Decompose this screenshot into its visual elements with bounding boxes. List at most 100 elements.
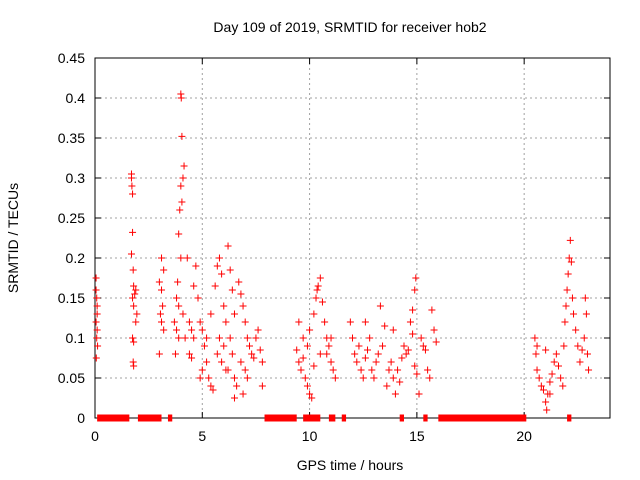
data-point [177, 254, 185, 262]
data-point [537, 382, 545, 390]
data-point [316, 274, 324, 282]
data-point [207, 382, 215, 390]
data-point [582, 310, 590, 318]
data-point [583, 350, 591, 358]
data-point [173, 326, 181, 334]
data-point [353, 358, 361, 366]
data-point [415, 390, 423, 398]
data-point [220, 342, 228, 350]
data-point [250, 354, 258, 362]
data-point [366, 334, 374, 342]
data-point [190, 282, 198, 290]
zero-value-run [167, 414, 173, 422]
data-point [308, 394, 316, 402]
data-point [318, 298, 326, 306]
data-point [542, 346, 550, 354]
data-point [181, 334, 189, 342]
data-point [158, 254, 166, 262]
data-point [211, 282, 219, 290]
data-point [130, 282, 138, 290]
data-point [92, 286, 100, 294]
data-point [313, 286, 321, 294]
data-point [173, 294, 181, 302]
x-tick-label: 20 [516, 428, 532, 444]
data-point [424, 366, 432, 374]
data-point [542, 398, 550, 406]
data-point [175, 334, 183, 342]
data-point [178, 132, 186, 140]
data-point [93, 334, 101, 342]
data-point [183, 254, 191, 262]
data-point [158, 286, 166, 294]
data-point [243, 374, 251, 382]
y-tick-label: 0.25 [58, 210, 85, 226]
data-point [355, 342, 363, 350]
data-point [241, 366, 249, 374]
data-point [93, 294, 101, 302]
data-point [368, 366, 376, 374]
data-point [379, 342, 387, 350]
data-point [170, 318, 178, 326]
data-point [171, 350, 179, 358]
data-point [175, 230, 183, 238]
data-point [158, 318, 166, 326]
data-point [299, 334, 307, 342]
data-point [218, 270, 226, 278]
y-tick-label: 0.4 [66, 90, 86, 106]
y-tick-label: 0.15 [58, 290, 85, 306]
data-point [230, 394, 238, 402]
data-point [237, 290, 245, 298]
y-tick-label: 0.35 [58, 130, 85, 146]
data-point [580, 334, 588, 342]
data-point [188, 326, 196, 334]
data-point [306, 390, 314, 398]
data-point [295, 318, 303, 326]
data-point [310, 362, 318, 370]
data-point [160, 266, 168, 274]
data-point [230, 374, 238, 382]
data-point [226, 334, 234, 342]
data-point [129, 334, 137, 342]
data-point [215, 254, 223, 262]
data-point [93, 310, 101, 318]
x-tick-label: 10 [302, 428, 318, 444]
data-point [179, 310, 187, 318]
data-point [175, 302, 183, 310]
data-point [364, 346, 372, 354]
data-point [179, 174, 187, 182]
data-point [331, 374, 339, 382]
data-point [177, 94, 185, 102]
data-point [130, 338, 138, 346]
data-point [406, 318, 414, 326]
data-point [568, 294, 576, 302]
data-point [194, 294, 202, 302]
data-point [398, 354, 406, 362]
data-point [351, 350, 359, 358]
data-point [213, 350, 221, 358]
zero-value-run [97, 414, 130, 422]
data-point [228, 286, 236, 294]
data-point [576, 358, 584, 366]
data-point [531, 334, 539, 342]
data-point [561, 318, 569, 326]
data-point [552, 350, 560, 358]
x-tick-label: 15 [409, 428, 425, 444]
y-tick-label: 0 [77, 410, 85, 426]
data-point [203, 334, 211, 342]
x-axis-label: GPS time / hours [297, 457, 404, 473]
zero-value-run [137, 414, 162, 422]
data-point [323, 350, 331, 358]
data-point [312, 294, 320, 302]
axes: 0 0.05 0.1 0.15 0.2 0.25 0.3 0.35 0.4 0.45 0 5 10 15 2… [58, 50, 611, 444]
data-point [92, 318, 100, 326]
data-point [196, 318, 204, 326]
data-point [400, 342, 408, 350]
data-point [224, 366, 232, 374]
data-point [385, 366, 393, 374]
data-point [297, 366, 305, 374]
data-point [237, 358, 245, 366]
data-point [550, 358, 558, 366]
data-point [258, 382, 266, 390]
data-point [349, 334, 356, 342]
data-point [533, 342, 541, 350]
